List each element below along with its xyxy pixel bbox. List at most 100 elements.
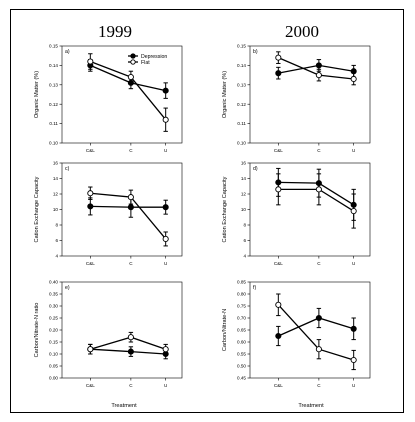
y-tick-label: 0.60: [237, 340, 246, 345]
data-point-flat: [350, 356, 357, 364]
y-tick-label: 0.00: [49, 376, 58, 381]
y-tick-label: 10: [241, 207, 247, 212]
y-tick-label: 4: [243, 254, 246, 259]
data-point-depression: [127, 348, 134, 355]
y-tick-label: 0.11: [237, 121, 246, 126]
x-tick-label: U: [164, 383, 167, 388]
data-point-depression: [315, 314, 322, 322]
x-tick-label: C&L: [274, 383, 283, 388]
y-tick-label: 0.45: [237, 376, 246, 381]
series-line-flat: [90, 336, 166, 350]
y-tick-label: 0.65: [237, 328, 246, 333]
y-tick-label: 0.14: [237, 63, 246, 68]
data-point-depression: [127, 204, 134, 211]
panel-label: e): [65, 285, 70, 291]
x-tick-label: C: [317, 383, 321, 388]
panel-c: c) Cation Exchange Capacity 4 6 8 10 12 14 16 C…: [34, 161, 183, 266]
x-tick-label: C: [129, 261, 133, 266]
x-tick-label: U: [352, 148, 355, 153]
y-tick-label: 0.40: [49, 280, 58, 285]
y-tick-label: 12: [53, 192, 59, 197]
x-tick-label: C: [129, 148, 133, 153]
series-line-depression: [278, 181, 355, 206]
data-point-flat: [350, 75, 357, 83]
x-tick-label: C&L: [274, 261, 283, 266]
x-tick-label: C&L: [86, 261, 95, 266]
series-line-flat: [277, 304, 354, 361]
y-tick-label: 0.11: [49, 121, 58, 126]
y-tick-label: 14: [241, 176, 247, 181]
data-point-depression: [275, 70, 282, 77]
y-tick-label: 0.13: [49, 82, 58, 87]
y-tick-label: 0.13: [237, 82, 246, 87]
y-tick-label: 16: [53, 161, 59, 166]
panel-label: a): [65, 49, 70, 55]
data-point-depression: [162, 87, 169, 94]
legend-marker-depression: [130, 53, 136, 59]
y-tick-label: 0.10: [237, 141, 246, 146]
panel-d: d) Cation Exchange Capacity 4 6 8 10 12 14 16 C…: [222, 161, 371, 266]
y-tick-label: 0.10: [49, 352, 58, 357]
y-tick-label: 0.55: [237, 352, 246, 357]
series-line-flat: [90, 192, 167, 240]
data-point-depression: [162, 204, 169, 211]
data-point-flat: [350, 207, 357, 215]
y-tick-label: 0.15: [237, 44, 246, 49]
y-tick-label: 0.80: [237, 292, 246, 297]
plot-area: [61, 281, 183, 379]
y-tick-label: 0.15: [49, 44, 58, 49]
x-tick-label: C: [129, 383, 133, 388]
y-axis-label: Carbon/Nitrate-N: [222, 309, 228, 351]
y-axis-label: Organic Matter (%): [222, 71, 228, 118]
y-axis-label: Organic Matter (%): [34, 71, 40, 118]
data-point-flat: [275, 301, 282, 308]
panel-label: d): [253, 166, 258, 172]
y-tick-label: 14: [53, 176, 59, 181]
data-point-flat: [162, 346, 169, 353]
data-point-flat: [315, 346, 322, 353]
data-point-flat: [315, 186, 322, 193]
data-point-flat: [275, 54, 282, 61]
y-tick-label: 0.30: [49, 304, 58, 309]
data-point-flat: [275, 186, 282, 193]
year-label-1999: 1999: [98, 22, 132, 41]
y-tick-label: 6: [55, 238, 58, 243]
y-tick-label: 0.14: [49, 63, 58, 68]
x-tick-label: C: [317, 148, 321, 153]
data-point-depression: [315, 62, 322, 69]
x-axis-title-right: Treatment: [298, 403, 324, 409]
y-axis-label: Cation Exchange Capacity: [34, 176, 40, 242]
y-tick-label: 0.35: [49, 292, 58, 297]
y-tick-label: 0.10: [49, 141, 58, 146]
x-tick-label: C: [317, 261, 321, 266]
y-tick-label: 0.75: [237, 304, 246, 309]
plot-area: [249, 45, 371, 144]
legend-flat: Flat: [141, 60, 150, 66]
figure-frame: [10, 9, 404, 413]
y-tick-label: 0.15: [49, 340, 58, 345]
x-tick-label: U: [352, 261, 355, 266]
data-point-flat: [87, 58, 94, 65]
legend-depression: Depression: [141, 54, 167, 60]
series-line-depression: [278, 317, 354, 337]
x-tick-label: U: [164, 261, 167, 266]
x-tick-label: C&L: [86, 383, 95, 388]
y-tick-label: 12: [241, 192, 247, 197]
y-tick-label: 8: [55, 223, 58, 228]
legend: Depression Flat: [128, 53, 167, 66]
y-axis-label: Cation Exchange Capacity: [222, 176, 228, 242]
y-tick-label: 0.12: [237, 102, 246, 107]
y-tick-label: 6: [243, 238, 246, 243]
series-line-depression: [278, 64, 354, 74]
y-tick-label: 0.05: [49, 364, 58, 369]
y-tick-label: 4: [55, 254, 58, 259]
data-point-depression: [87, 203, 94, 210]
data-point-flat: [127, 73, 134, 81]
x-tick-label: C&L: [274, 148, 283, 153]
y-tick-label: 0.20: [49, 328, 58, 333]
panel-e: e) Carbon/Nitrate-N ratio 0.00 0.05 0.10 0.…: [34, 280, 183, 388]
panel-a: a) Organic Matter (%) Depression Flat 0.…: [34, 44, 183, 153]
data-point-depression: [350, 325, 357, 332]
x-tick-label: U: [164, 148, 167, 153]
